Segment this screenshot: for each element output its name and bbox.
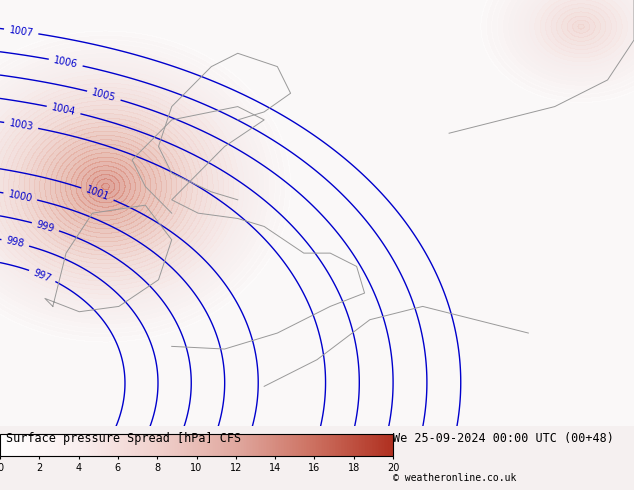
Text: 998: 998 — [5, 236, 25, 249]
Text: 1005: 1005 — [91, 87, 117, 103]
Text: Surface pressure Spread [hPa] CFS: Surface pressure Spread [hPa] CFS — [6, 432, 242, 445]
Text: 1004: 1004 — [51, 102, 77, 118]
Text: 1006: 1006 — [53, 55, 79, 70]
Text: 999: 999 — [36, 219, 56, 234]
Text: 1007: 1007 — [8, 24, 34, 38]
Text: 1001: 1001 — [84, 185, 111, 203]
Text: 1000: 1000 — [8, 189, 34, 204]
Text: 1003: 1003 — [8, 118, 34, 132]
Text: © weatheronline.co.uk: © weatheronline.co.uk — [393, 473, 517, 483]
Text: We 25-09-2024 00:00 UTC (00+48): We 25-09-2024 00:00 UTC (00+48) — [393, 432, 614, 445]
Text: 997: 997 — [32, 267, 53, 284]
